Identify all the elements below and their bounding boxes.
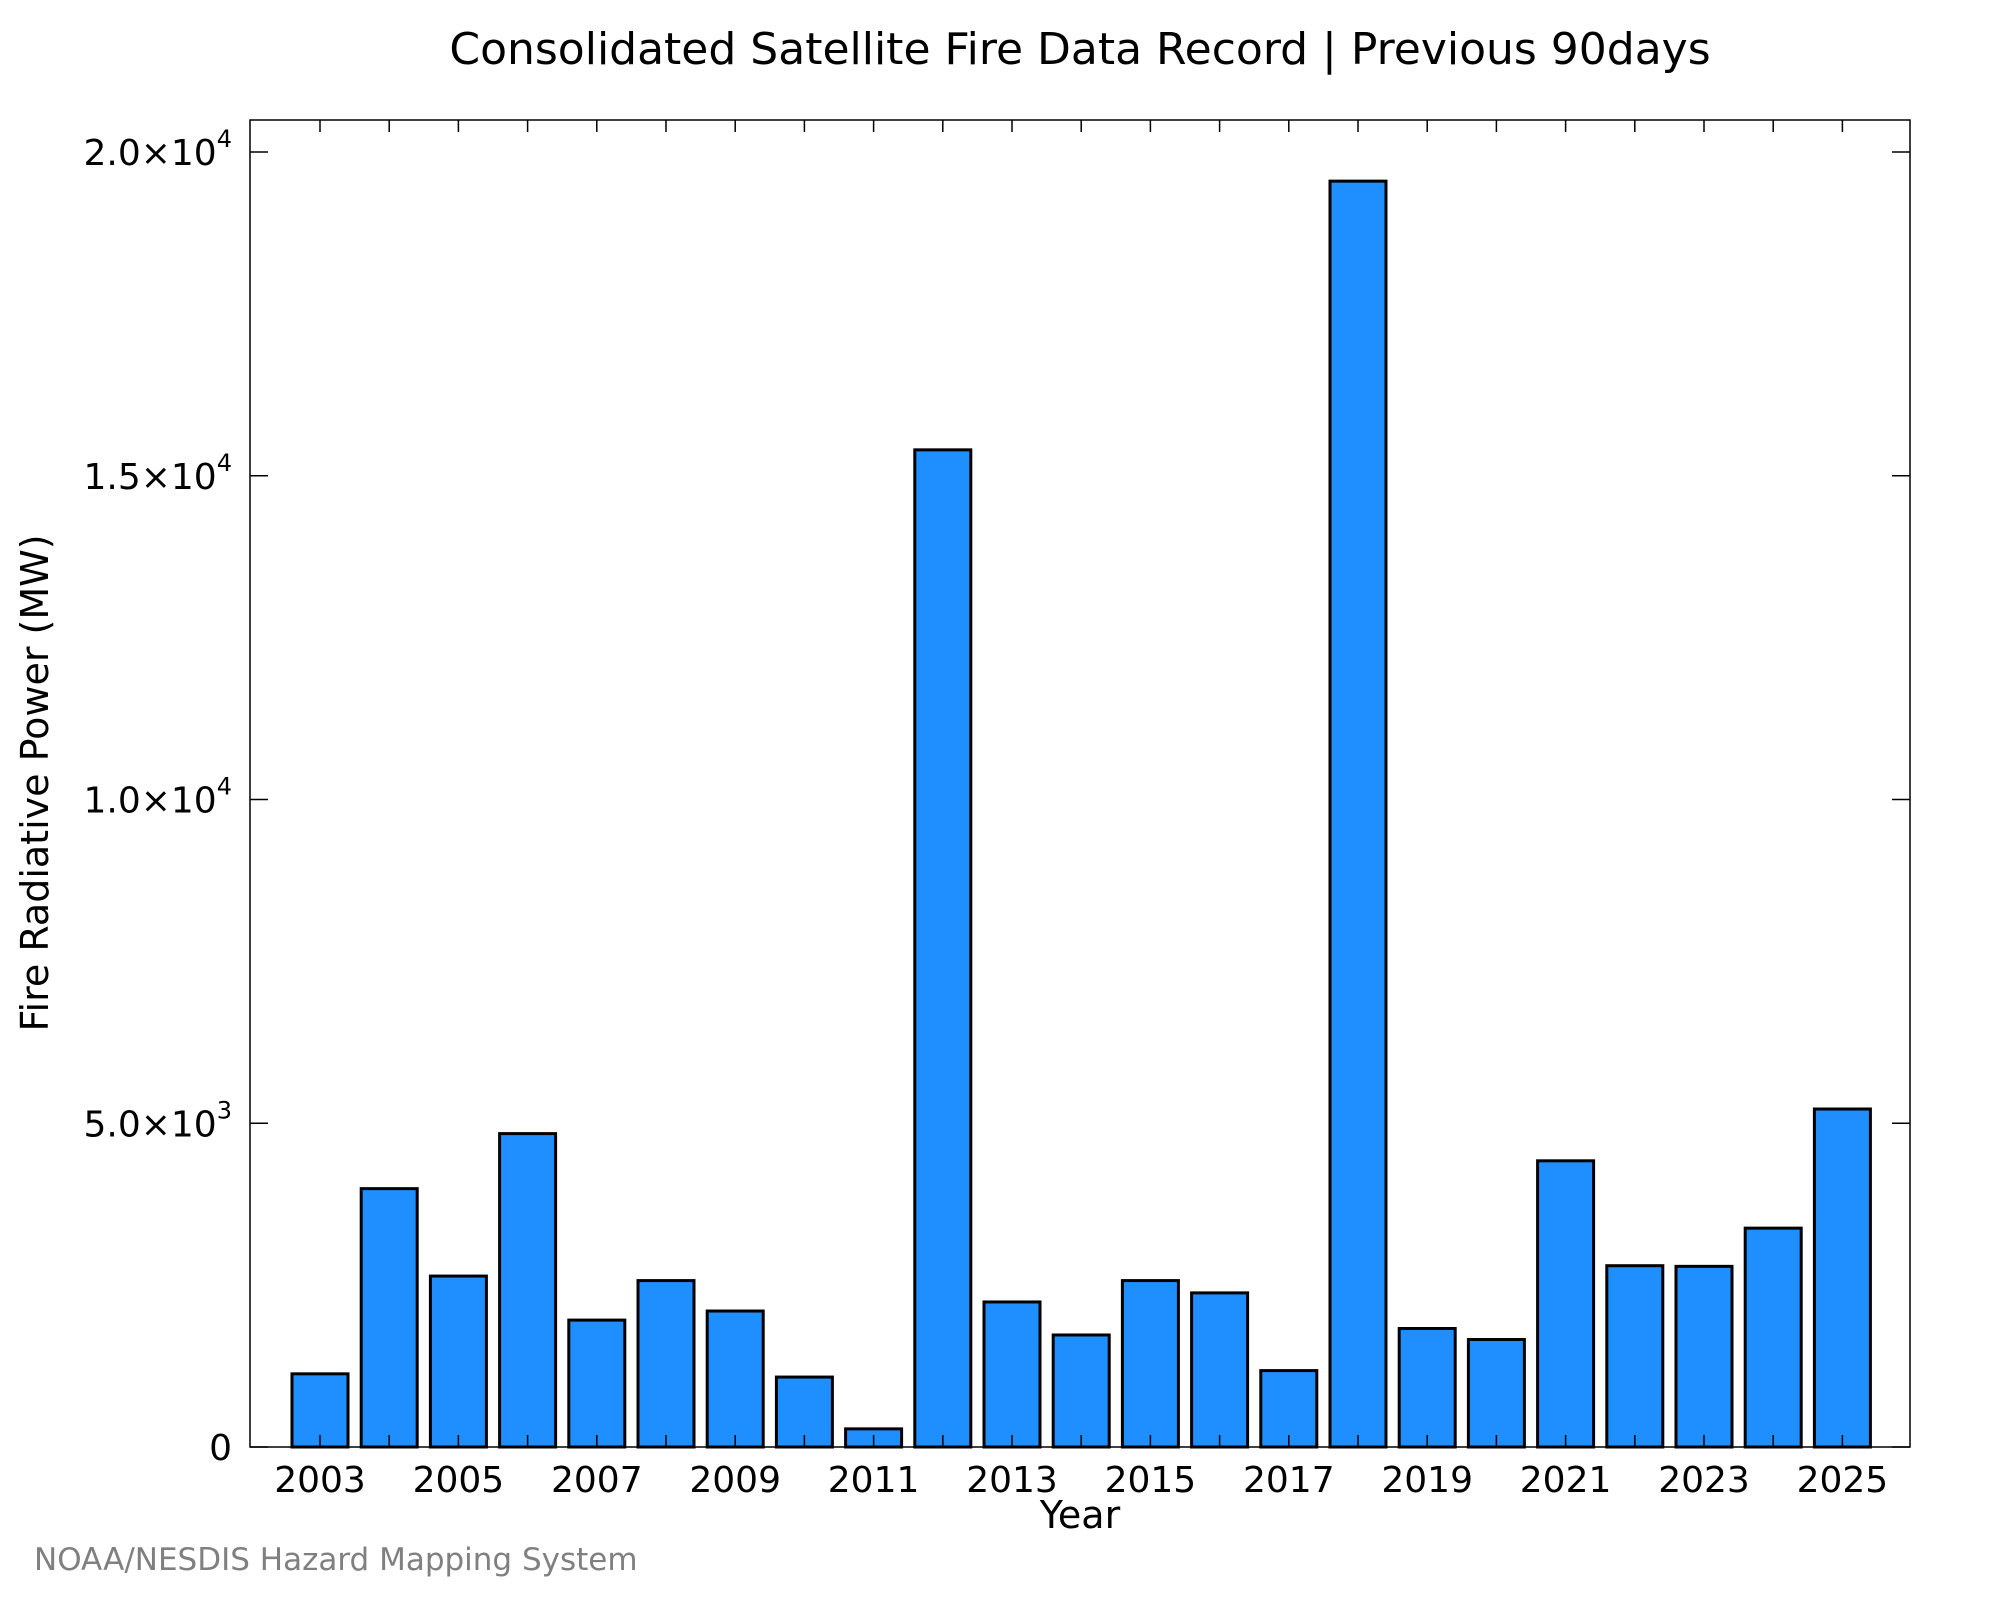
bar-2017 [1259, 1369, 1319, 1449]
bar-2005 [428, 1274, 488, 1449]
bars-group [290, 179, 1872, 1449]
plot-frame [249, 119, 1911, 1448]
x-tick-label-2015: 2015 [1105, 1460, 1197, 1501]
y-tick-label-15000: 1.5×104 [83, 449, 232, 498]
bar-2021 [1536, 1159, 1596, 1449]
ticks-group: 2003 2005 2007 2009 2011 2013 2015 2017 2019 2021… [83, 120, 1910, 1501]
x-tick-label-2009: 2009 [689, 1460, 781, 1501]
bar-2013 [982, 1300, 1042, 1449]
bar-2019 [1397, 1327, 1457, 1449]
x-tick-label-2007: 2007 [551, 1460, 643, 1501]
bar-2018 [1328, 179, 1388, 1449]
x-axis-label: Year [1039, 1493, 1121, 1537]
bar-2025 [1812, 1107, 1872, 1449]
y-tick-label-20000: 2.0×104 [83, 125, 232, 174]
bar-2024 [1743, 1226, 1803, 1449]
y-tick-label-5000: 5.0×103 [83, 1096, 232, 1145]
bar-2009 [705, 1309, 765, 1449]
bar-2004 [359, 1187, 419, 1449]
y-axis-label: Fire Radiative Power (MW) [13, 534, 57, 1031]
bar-2016 [1190, 1291, 1250, 1449]
bar-2022 [1605, 1264, 1665, 1449]
bar-2014 [1051, 1333, 1111, 1449]
x-tick-label-2021: 2021 [1520, 1460, 1612, 1501]
x-tick-label-2025: 2025 [1797, 1460, 1889, 1501]
bar-2012 [913, 448, 973, 1449]
credit-text: NOAA/NESDIS Hazard Mapping System [34, 1542, 638, 1578]
chart-title: Consolidated Satellite Fire Data Record … [449, 24, 1710, 75]
bar-2006 [498, 1132, 558, 1449]
x-tick-label-2019: 2019 [1381, 1460, 1473, 1501]
x-tick-label-2011: 2011 [828, 1460, 920, 1501]
y-tick-label-10000: 1.0×104 [83, 773, 232, 822]
bar-2020 [1466, 1338, 1526, 1449]
bar-2015 [1120, 1279, 1180, 1449]
bar-2008 [636, 1279, 696, 1449]
x-tick-label-2013: 2013 [966, 1460, 1058, 1501]
x-tick-label-2017: 2017 [1243, 1460, 1335, 1501]
x-tick-label-2023: 2023 [1658, 1460, 1750, 1501]
x-tick-label-2005: 2005 [413, 1460, 505, 1501]
x-tick-label-2003: 2003 [274, 1460, 366, 1501]
bar-2023 [1674, 1264, 1734, 1449]
bar-2007 [567, 1318, 627, 1449]
y-tick-label-0: 0 [209, 1428, 232, 1469]
